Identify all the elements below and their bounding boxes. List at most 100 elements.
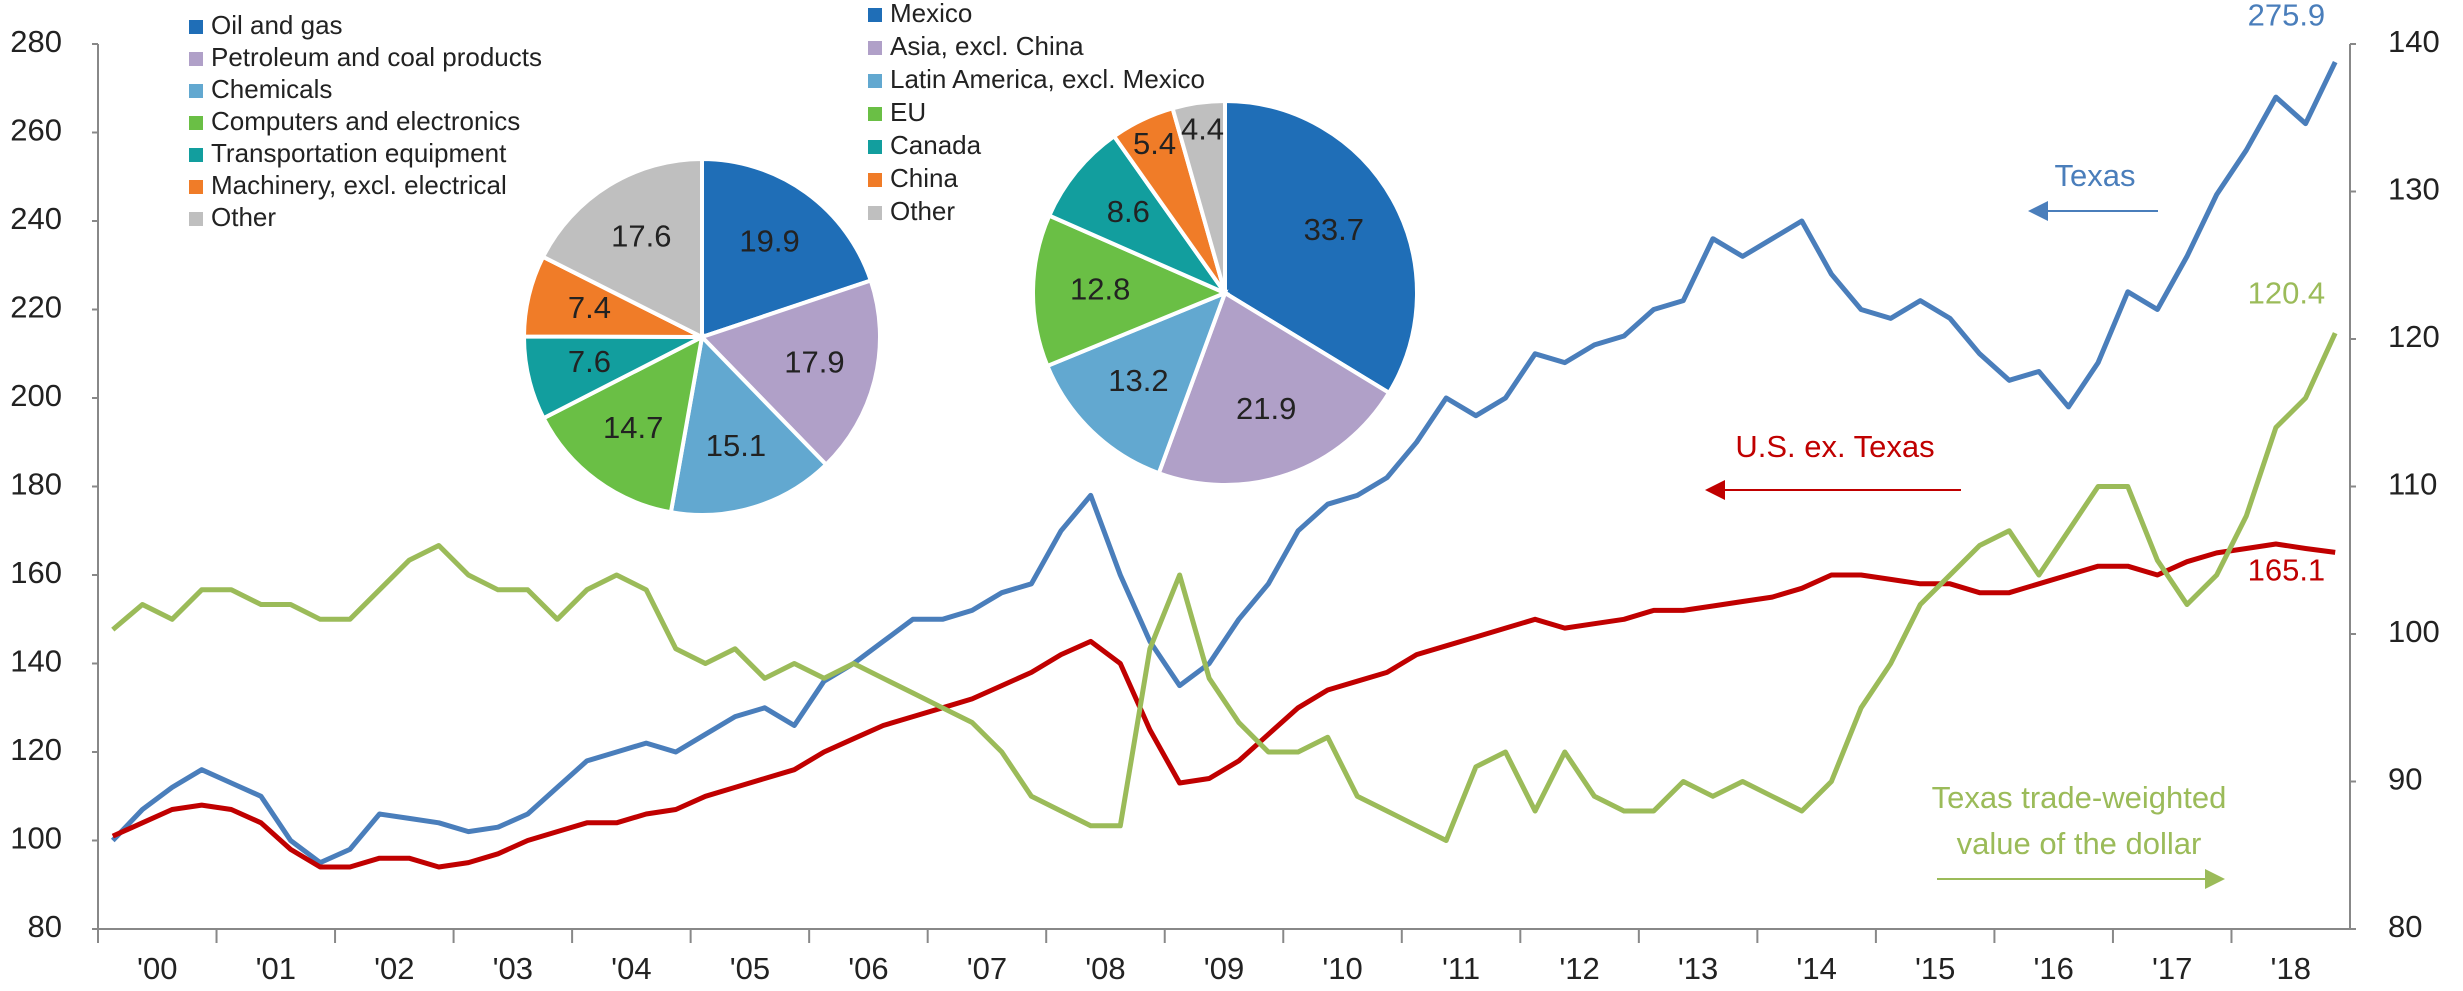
legend-label: Canada: [890, 130, 982, 160]
legend-swatch: [189, 20, 203, 34]
legend-swatch: [868, 173, 882, 187]
x-tick-label: '01: [256, 951, 296, 986]
end-label: 165.1: [2248, 553, 2326, 588]
x-tick-label: '06: [848, 951, 888, 986]
y2-tick-label: 140: [2388, 24, 2440, 59]
x-tick-label: '15: [1915, 951, 1955, 986]
series-line: [111, 541, 2336, 870]
pie-label: 8.6: [1107, 194, 1150, 229]
pie-slice: [668, 332, 829, 517]
legend-label: Oil and gas: [211, 10, 343, 40]
legend-label: Machinery, excl. electrical: [211, 170, 507, 200]
y2-tick-label: 110: [2388, 467, 2437, 502]
legend-label: Mexico: [890, 0, 972, 28]
legend-label: Transportation equipment: [211, 138, 507, 168]
series-line: [110, 61, 2338, 866]
pie-label: 7.6: [568, 344, 611, 379]
pie-slice: [1046, 133, 1231, 298]
y-tick-label: 160: [10, 555, 62, 590]
y2-tick-label: 90: [2388, 762, 2422, 797]
legend-swatch: [868, 8, 882, 22]
x-tick-label: '17: [2152, 951, 2192, 986]
x-tick-label: '08: [1085, 951, 1125, 986]
pie-label: 15.1: [706, 428, 766, 463]
annotation: U.S. ex. Texas: [1735, 429, 1934, 464]
pie-slice: [1044, 289, 1229, 476]
series-line: [111, 332, 2338, 843]
x-tick-label: '14: [1796, 951, 1836, 986]
x-tick-label: '13: [1678, 951, 1718, 986]
y-tick-label: 140: [10, 644, 62, 679]
legend-swatch: [189, 52, 203, 66]
pie-slice: [698, 277, 882, 468]
legend-label: Other: [211, 202, 276, 232]
x-tick-label: '09: [1204, 951, 1244, 986]
legend-label: Latin America, excl. Mexico: [890, 64, 1205, 94]
x-tick-label: '05: [730, 951, 770, 986]
legend-label: Petroleum and coal products: [211, 42, 542, 72]
legend-label: China: [890, 163, 958, 193]
y2-tick-label: 130: [2388, 172, 2440, 207]
legend-label: Other: [890, 196, 955, 226]
annotation: Texas: [2055, 158, 2136, 193]
y2-tick-label: 120: [2388, 319, 2440, 354]
pie-label: 12.8: [1070, 272, 1130, 307]
x-tick-label: '16: [2033, 951, 2073, 986]
y-tick-label: 200: [10, 378, 62, 413]
y-tick-label: 240: [10, 201, 62, 236]
annotation: Texas trade-weighted: [1932, 780, 2227, 815]
pie-label: 19.9: [739, 223, 799, 258]
x-tick-label: '02: [374, 951, 414, 986]
legend-swatch: [868, 107, 882, 121]
y2-tick-label: 80: [2388, 909, 2422, 944]
pie-label: 17.6: [611, 219, 671, 254]
legend-label: Computers and electronics: [211, 106, 520, 136]
x-tick-label: '04: [611, 951, 651, 986]
pie-slice: [1170, 98, 1227, 294]
legend-swatch: [868, 140, 882, 154]
pie-label: 21.9: [1236, 391, 1296, 426]
pie-slice: [700, 156, 874, 340]
legend-swatch: [189, 212, 203, 226]
pie-label: 17.9: [784, 344, 844, 379]
x-tick-label: '07: [967, 951, 1007, 986]
pie-label: 13.2: [1108, 363, 1168, 398]
pie-slice: [1223, 98, 1419, 396]
pie-label: 14.7: [603, 410, 663, 445]
y-tick-label: 280: [10, 24, 62, 59]
legend-label: EU: [890, 97, 926, 127]
legend-swatch: [189, 180, 203, 194]
pie-slice: [1031, 213, 1231, 369]
pie-label: 5.4: [1133, 126, 1176, 161]
pie-slice: [540, 156, 704, 341]
pie-label: 7.4: [568, 290, 611, 325]
y-tick-label: 80: [28, 909, 62, 944]
end-label: 120.4: [2248, 275, 2326, 310]
end-label: 275.9: [2248, 0, 2326, 32]
y-tick-label: 220: [10, 290, 62, 325]
legend-swatch: [868, 74, 882, 88]
y2-tick-label: 100: [2388, 614, 2440, 649]
legend-swatch: [189, 84, 203, 98]
legend-swatch: [189, 148, 203, 162]
pie-slice: [540, 333, 705, 515]
annotation: value of the dollar: [1957, 826, 2202, 861]
x-tick-label: '11: [1442, 951, 1480, 986]
x-tick-label: '10: [1322, 951, 1362, 986]
y-tick-label: 260: [10, 113, 62, 148]
legend-label: Asia, excl. China: [890, 31, 1084, 61]
legend-swatch: [868, 206, 882, 220]
legend-label: Chemicals: [211, 74, 332, 104]
pie-label: 33.7: [1304, 212, 1364, 247]
y-tick-label: 120: [10, 732, 62, 767]
x-tick-label: '00: [137, 951, 177, 986]
x-tick-label: '18: [2271, 951, 2311, 986]
legend-swatch: [189, 116, 203, 130]
y-tick-label: 100: [10, 821, 62, 856]
pie-label: 4.4: [1181, 112, 1224, 147]
x-tick-label: '12: [1559, 951, 1599, 986]
y-tick-label: 180: [10, 467, 62, 502]
legend-swatch: [868, 41, 882, 55]
x-tick-label: '03: [493, 951, 533, 986]
